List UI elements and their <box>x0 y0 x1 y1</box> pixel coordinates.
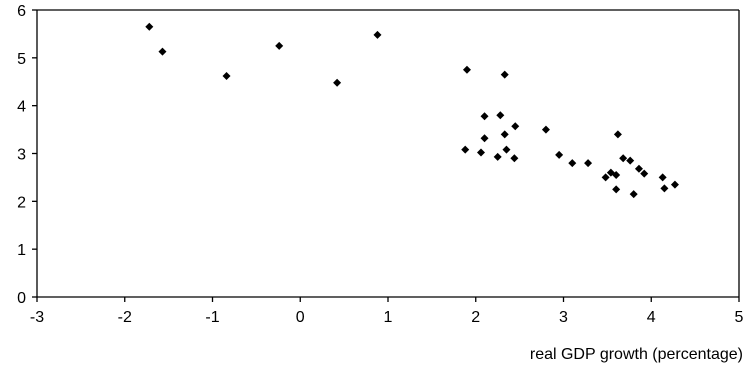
data-point <box>555 150 564 159</box>
x-tick-label: 4 <box>647 309 656 326</box>
data-point <box>601 173 610 182</box>
y-tick-label: 0 <box>17 290 26 307</box>
y-tick-label: 4 <box>17 99 26 116</box>
data-point <box>584 159 593 168</box>
x-tick-label: 3 <box>559 309 568 326</box>
data-point <box>158 47 167 56</box>
data-point <box>640 169 649 178</box>
y-tick-label: 2 <box>17 194 26 211</box>
y-tick-label: 3 <box>17 147 26 164</box>
data-points <box>145 22 679 199</box>
data-point <box>496 111 505 120</box>
data-point <box>500 70 509 79</box>
data-point <box>480 134 489 143</box>
data-point <box>629 190 638 199</box>
data-point <box>626 156 635 165</box>
data-point <box>510 154 519 163</box>
y-tick-label: 1 <box>17 242 26 259</box>
data-point <box>613 130 622 139</box>
data-point <box>541 125 550 134</box>
x-tick-label: 0 <box>296 309 305 326</box>
y-axis-ticks: 0 1 2 3 4 5 6 <box>17 3 37 307</box>
data-point <box>373 30 382 39</box>
x-tick-label: 1 <box>384 309 393 326</box>
data-point <box>493 152 502 161</box>
data-point <box>477 148 486 157</box>
data-point <box>145 22 154 31</box>
y-tick-label: 6 <box>17 3 26 20</box>
data-point <box>461 145 470 154</box>
x-axis-label: real GDP growth (percentage) <box>530 346 743 363</box>
data-point <box>275 41 284 50</box>
x-tick-label: 5 <box>735 309 744 326</box>
data-point <box>480 112 489 121</box>
data-point <box>333 78 342 87</box>
data-point <box>502 145 511 154</box>
x-axis-ticks: -3 -2 -1 0 1 2 3 4 5 <box>30 297 744 326</box>
data-point <box>658 173 667 182</box>
data-point <box>612 185 621 194</box>
data-point <box>660 184 669 193</box>
x-tick-label: -2 <box>118 309 132 326</box>
data-point <box>634 164 643 173</box>
y-tick-label: 5 <box>17 51 26 68</box>
data-point <box>222 72 231 81</box>
x-tick-label: -3 <box>30 309 44 326</box>
data-point <box>619 154 628 163</box>
x-tick-label: -1 <box>205 309 219 326</box>
x-tick-label: 2 <box>471 309 480 326</box>
data-point <box>568 159 577 168</box>
data-point <box>670 180 679 189</box>
data-point <box>500 130 509 139</box>
plot-frame <box>36 9 740 298</box>
data-point <box>462 65 471 74</box>
data-point <box>511 122 520 131</box>
data-point <box>612 171 621 180</box>
